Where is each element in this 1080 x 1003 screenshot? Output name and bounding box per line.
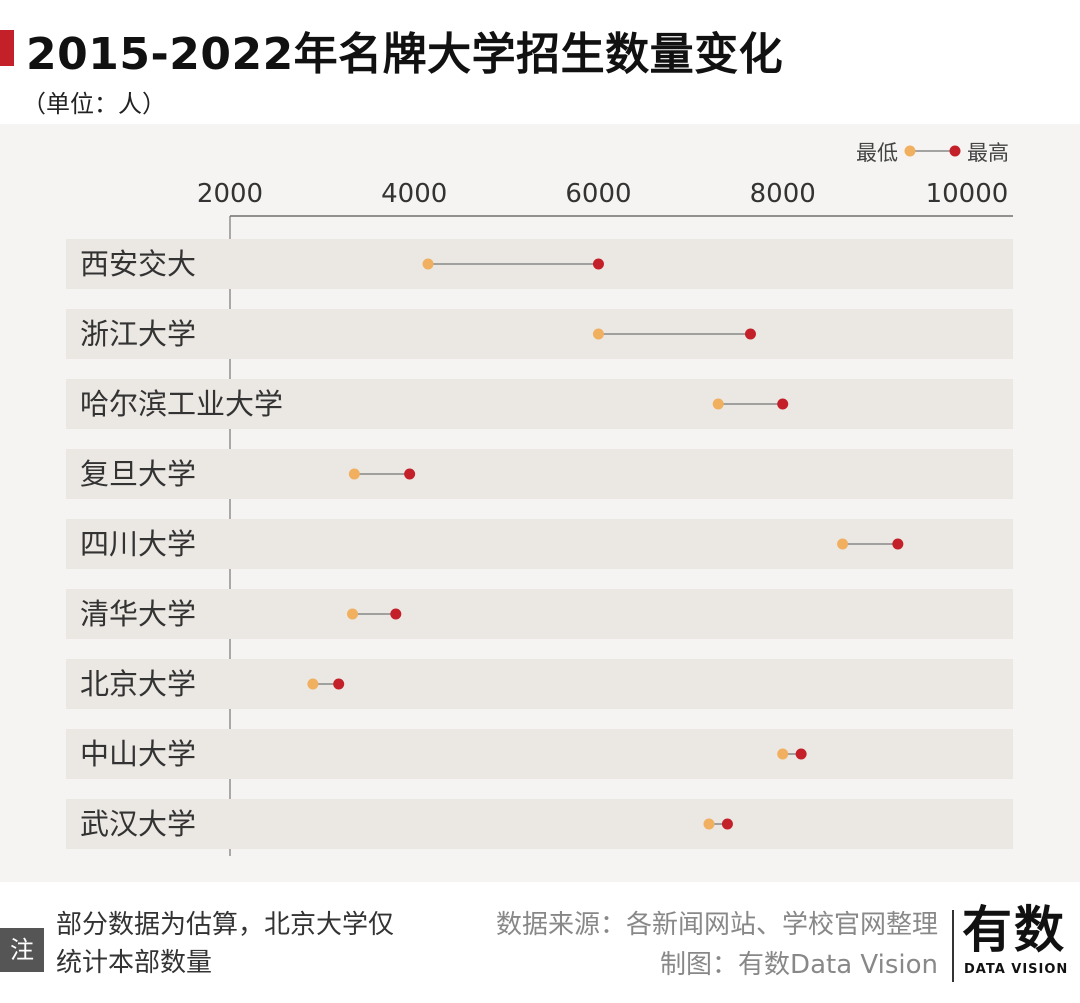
category-label: 浙江大学 — [80, 317, 196, 351]
category-label: 哈尔滨工业大学 — [80, 387, 283, 421]
category-label: 中山大学 — [80, 737, 196, 771]
min-point — [592, 328, 604, 340]
x-tick-label: 4000 — [381, 179, 447, 209]
min-point — [422, 258, 434, 270]
category-label: 清华大学 — [80, 597, 196, 631]
category-label: 复旦大学 — [80, 457, 196, 491]
x-tick-label: 8000 — [750, 179, 816, 209]
max-point — [592, 258, 604, 270]
row-band — [66, 449, 1013, 499]
logo-divider — [952, 910, 954, 982]
row-band — [66, 729, 1013, 779]
legend-high-marker — [949, 145, 961, 157]
category-label: 西安交大 — [80, 247, 196, 281]
min-point — [348, 468, 360, 480]
footer — [0, 882, 1080, 1003]
note-text: 部分数据为估算，北京大学仅统计本部数量 — [56, 910, 395, 978]
max-point — [892, 538, 904, 550]
row-band — [66, 799, 1013, 849]
x-tick-label: 2000 — [197, 179, 263, 209]
min-point — [307, 678, 319, 690]
unit-label: （单位：人） — [22, 90, 166, 118]
max-point — [777, 398, 789, 410]
legend-low-marker — [904, 145, 916, 157]
max-point — [333, 678, 345, 690]
row-band — [66, 379, 1013, 429]
min-point — [703, 818, 715, 830]
min-point — [837, 538, 849, 550]
max-point — [744, 328, 756, 340]
category-label: 武汉大学 — [80, 807, 196, 841]
category-label: 北京大学 — [80, 667, 196, 701]
row-band — [66, 589, 1013, 639]
legend-high-label: 最高 — [967, 141, 1009, 165]
x-tick-label: 6000 — [565, 179, 631, 209]
chart-title: 2015-2022年名牌大学招生数量变化 — [26, 29, 784, 80]
category-label: 四川大学 — [80, 527, 196, 561]
legend-low-label: 最低 — [856, 141, 898, 165]
brand-logo-subtitle: DATA VISION — [964, 962, 1069, 977]
row-band — [66, 659, 1013, 709]
title-accent-bar — [0, 30, 14, 66]
row-band — [66, 309, 1013, 359]
dumbbell-chart: 2000 4000 6000 8000 10000 西安交大浙江大学哈尔滨工业大学复旦大学… — [66, 141, 1013, 856]
max-point — [404, 468, 416, 480]
max-point — [390, 608, 402, 620]
note-badge: 注 — [0, 928, 44, 972]
brand-logo: 有数 — [962, 901, 1066, 959]
max-point — [795, 748, 807, 760]
x-tick-label: 10000 — [926, 179, 1009, 209]
min-point — [712, 398, 724, 410]
chart-maker: 制图：有数Data Vision — [660, 950, 938, 980]
data-source: 数据来源：各新闻网站、学校官网整理 — [495, 910, 938, 940]
min-point — [777, 748, 789, 760]
min-point — [347, 608, 359, 620]
max-point — [721, 818, 733, 830]
